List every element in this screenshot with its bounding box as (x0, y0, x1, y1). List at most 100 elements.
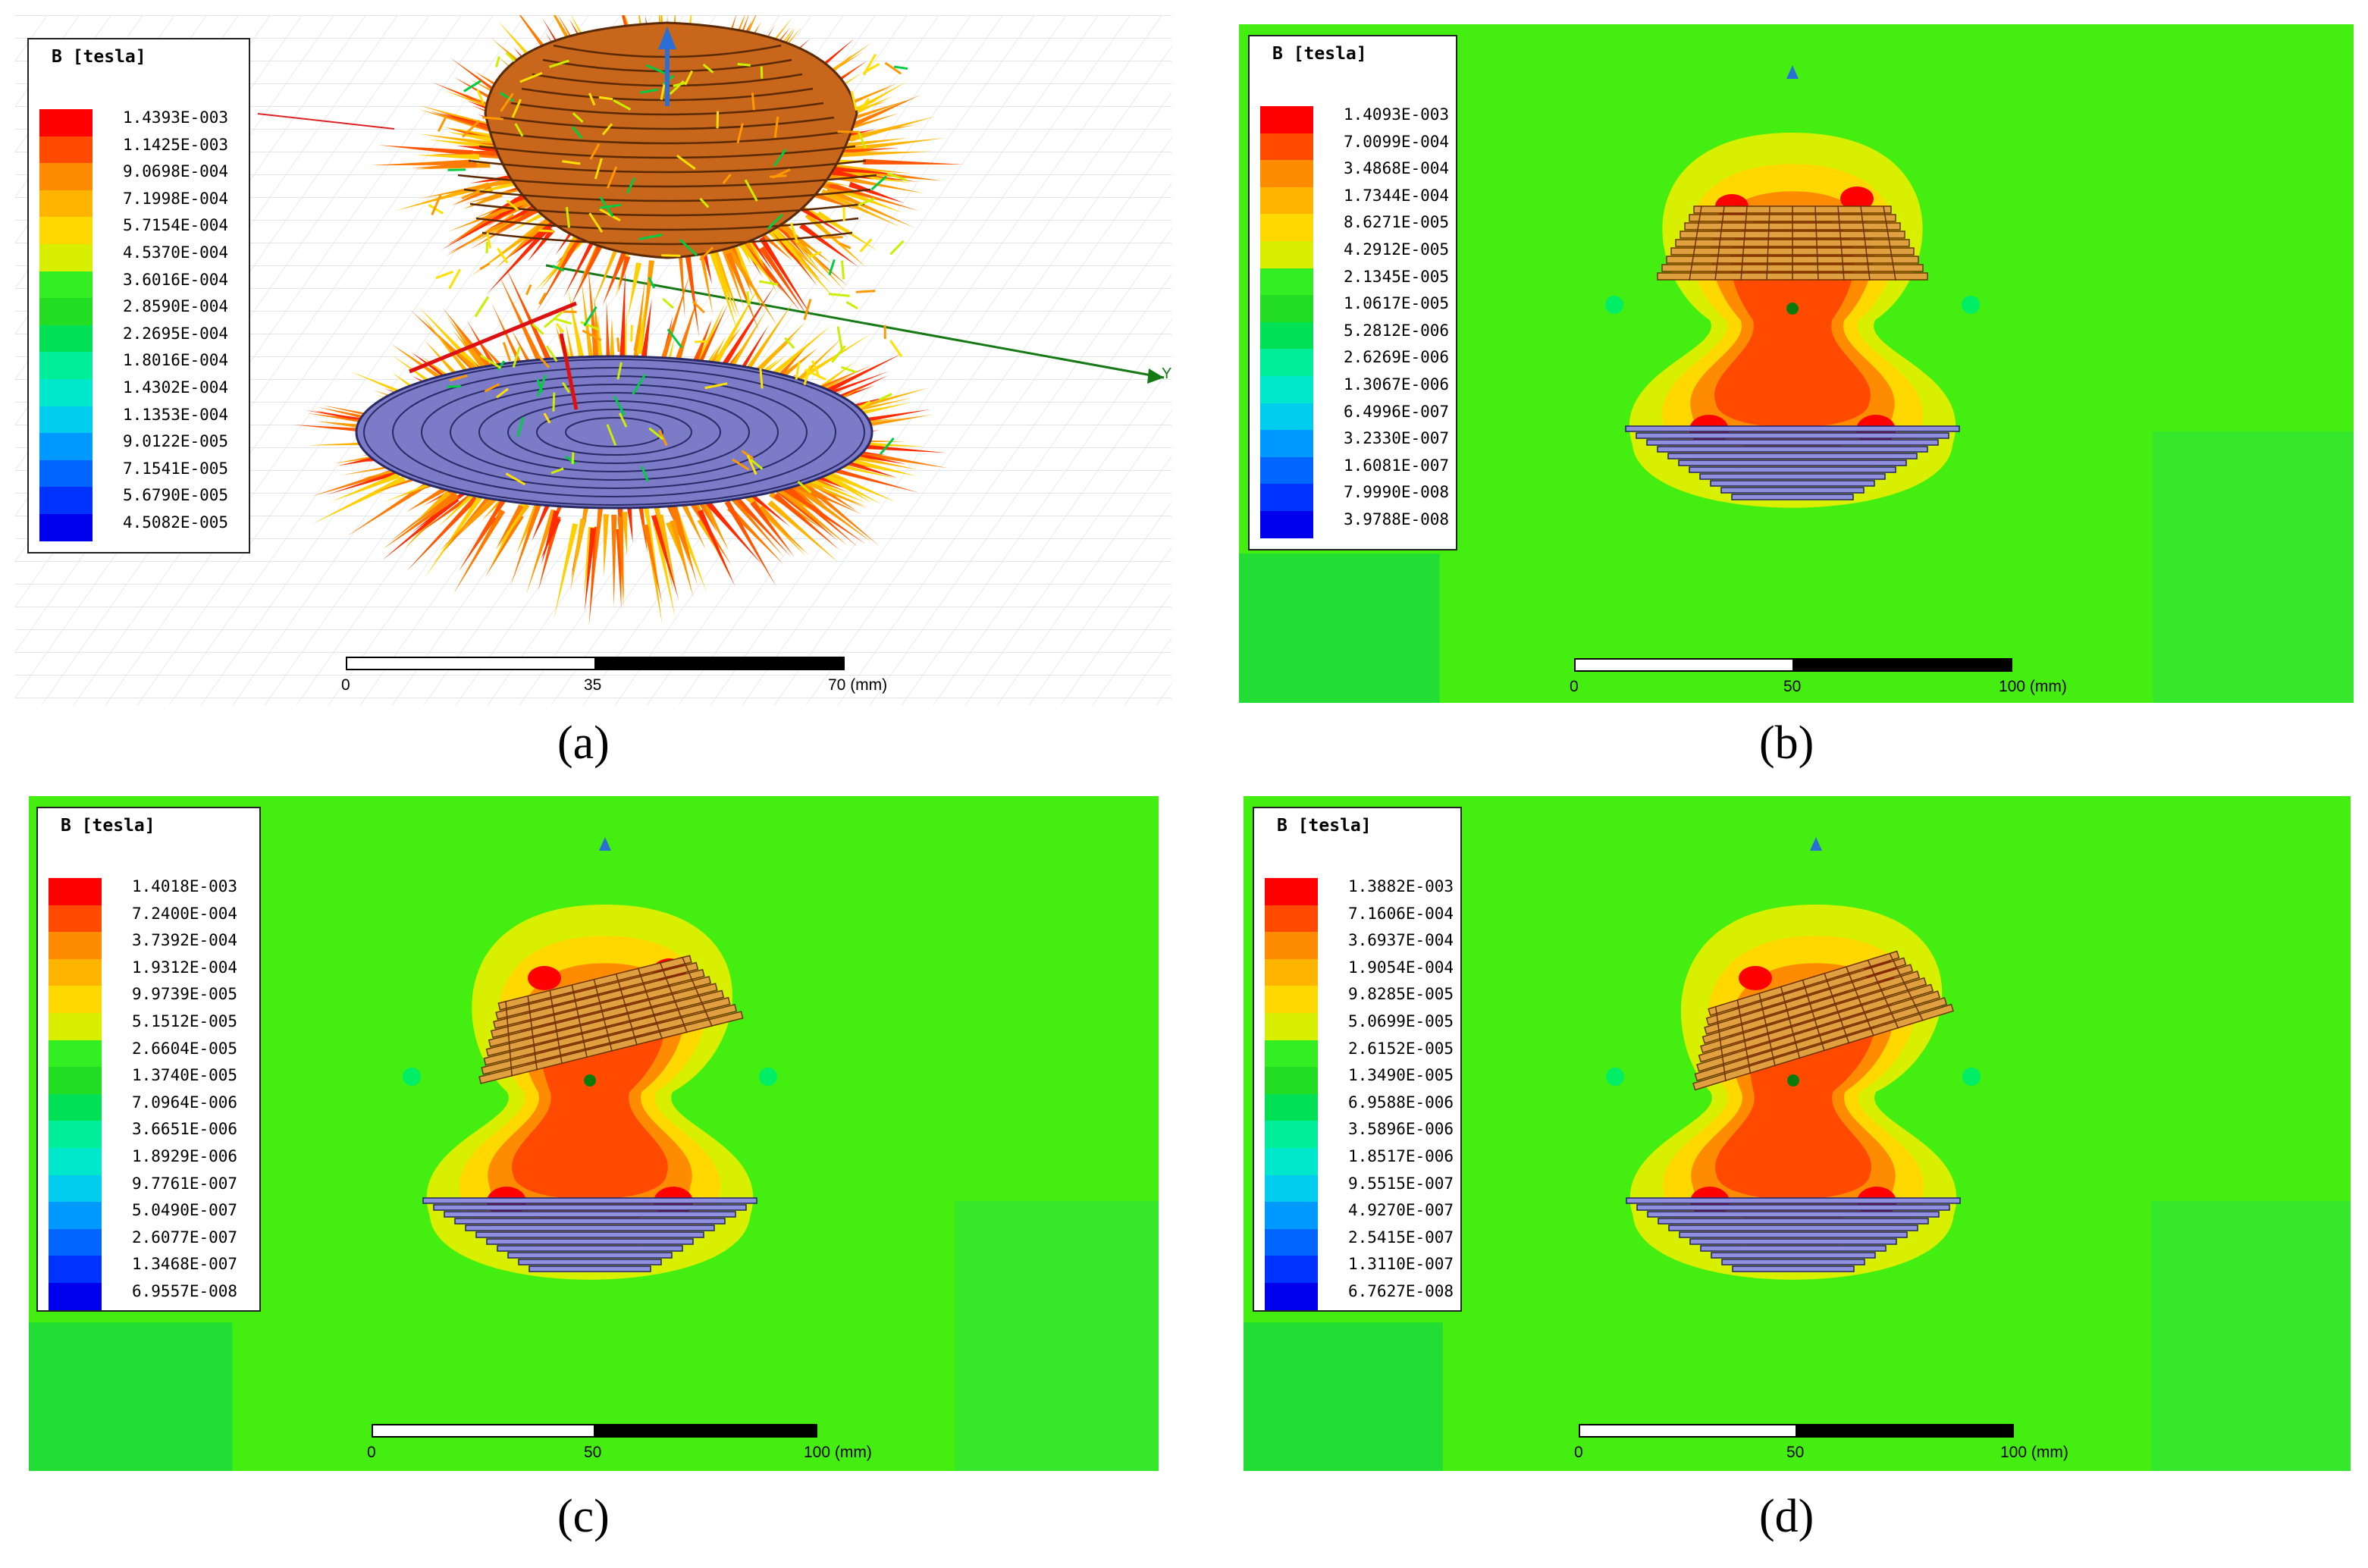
field-vector-arrow (311, 463, 412, 497)
panel-a-canvas (15, 15, 1171, 705)
bottom-coil-winding (507, 400, 721, 464)
field-vector-arrow (458, 515, 497, 572)
legend-color-swatch (1265, 1148, 1318, 1175)
legend-entry: 5.6790E-005 (39, 487, 267, 515)
bottom-coil-winding (497, 1245, 683, 1252)
small-field-vector (759, 368, 764, 389)
top-coil-spoke (1860, 205, 1871, 281)
small-field-vector (751, 93, 755, 111)
bottom-coil-winding (1657, 446, 1928, 453)
legend-value: 1.8517E-006 (1348, 1147, 1454, 1165)
scalebar-d-tick-0: 0 (1574, 1444, 1583, 1461)
top-coil-winding (475, 217, 859, 231)
field-vector-arrow (820, 189, 902, 227)
legend-entry: 1.6081E-007 (1260, 456, 1488, 485)
legend-color-swatch (49, 932, 102, 960)
small-field-vector (543, 412, 551, 424)
panel-d-field-contour: B [tesla] 1.3882E-003 7.1606E-004 3.6937E-… (1244, 796, 2351, 1471)
legend-entry: 9.0698E-004 (39, 163, 267, 191)
scalebar-d-white (1579, 1424, 1797, 1438)
legend-value: 1.4018E-003 (132, 877, 238, 895)
top-coil-spoke (1889, 953, 1924, 1021)
small-field-vector (613, 396, 626, 416)
top-coil-windings (457, 44, 877, 246)
field-vector-arrow (494, 218, 550, 270)
x-axis-line (257, 113, 395, 130)
legend-color-swatch (1260, 484, 1313, 512)
legend-color-swatch (1265, 1283, 1318, 1310)
legend-value: 2.6604E-005 (132, 1039, 238, 1058)
small-field-vector (583, 306, 597, 327)
field-vector-arrow (430, 111, 501, 134)
top-coil-spoke (660, 962, 688, 1033)
legend-color-swatch (1265, 1040, 1318, 1068)
field-vector-arrow (848, 116, 936, 142)
small-field-vector (482, 116, 503, 121)
small-field-vector (479, 262, 491, 271)
small-field-vector (571, 452, 575, 465)
small-field-vector (632, 373, 647, 395)
top-coil-spoke (593, 979, 613, 1052)
small-field-vector (511, 99, 522, 118)
field-vector-arrow (726, 506, 784, 565)
origin-marker-icon (1786, 303, 1799, 315)
bottom-coil-winding (1731, 494, 1854, 500)
bottom-coil-winding (565, 417, 663, 447)
field-vector-arrow (825, 181, 919, 212)
field-vector-arrow (652, 500, 666, 547)
field-vector-arrow (828, 182, 873, 197)
legend-color-swatch (1260, 241, 1313, 268)
field-vector-arrow (837, 94, 921, 133)
side-vortex (403, 1068, 421, 1086)
legend-entry: 1.9312E-004 (49, 958, 276, 986)
legend-entry: 3.5896E-006 (1265, 1121, 1492, 1149)
scalebar-c-tick-1: 50 (584, 1444, 602, 1461)
legend-entry: 6.7627E-008 (1265, 1283, 1492, 1310)
bottom-coil (1625, 425, 1960, 500)
small-field-vector (588, 212, 604, 233)
field-vector-arrow (679, 499, 706, 550)
legend-value: 2.6152E-005 (1348, 1039, 1454, 1058)
field-vector-arrow (799, 223, 859, 268)
legend-entry: 7.9990E-008 (1260, 484, 1488, 512)
legend-entry: 1.8016E-004 (39, 352, 267, 380)
field-vector-arrow (442, 307, 500, 378)
legend-color-swatch (1260, 214, 1313, 242)
scalebar-d: 0 50 100 (mm) (1574, 1424, 2068, 1469)
legend-color-swatch (1260, 133, 1313, 161)
field-vector-arrow (759, 246, 809, 318)
scalebar-b-black (1792, 658, 2012, 672)
small-field-vector (536, 378, 544, 393)
legend-entry: 5.0699E-005 (1265, 1013, 1492, 1040)
legend-entry: 7.0964E-006 (49, 1093, 276, 1121)
legend-color-swatch (1265, 1121, 1318, 1149)
small-field-vector (497, 360, 506, 371)
scalebar-b-tick-2: 100 (mm) (1999, 678, 2067, 695)
field-vector-arrow (795, 485, 872, 543)
field-vector-arrow (671, 504, 698, 585)
field-vector-arrow (470, 220, 546, 278)
field-vector-arrow (381, 497, 459, 561)
legend-color-swatch (39, 244, 93, 271)
small-field-vector (537, 354, 550, 368)
small-field-vector (850, 90, 858, 111)
legend-color-swatch (1265, 905, 1318, 933)
legend-color-swatch (49, 1148, 102, 1175)
top-coil-spoke (1802, 980, 1825, 1052)
bottom-coil-winding (518, 1259, 662, 1265)
small-field-vector (538, 292, 547, 305)
legend-d-title: B [tesla] (1277, 816, 1372, 836)
legend-color-swatch (49, 1040, 102, 1068)
field-vector-arrow (754, 321, 806, 375)
legend-entry: 9.0122E-005 (39, 433, 267, 461)
legend-entry: 1.4302E-004 (39, 379, 267, 406)
legend-value: 5.0490E-007 (132, 1201, 238, 1220)
top-coil-spoke (1714, 205, 1725, 281)
legend-entry: 3.4868E-004 (1260, 160, 1488, 188)
small-field-vector (519, 71, 543, 83)
legend-color-swatch (49, 1093, 102, 1121)
legend-value: 3.6651E-006 (132, 1120, 238, 1139)
top-coil-spoke (1758, 993, 1776, 1067)
field-vector-arrow (652, 522, 676, 619)
field-vector-arrow (419, 109, 498, 135)
